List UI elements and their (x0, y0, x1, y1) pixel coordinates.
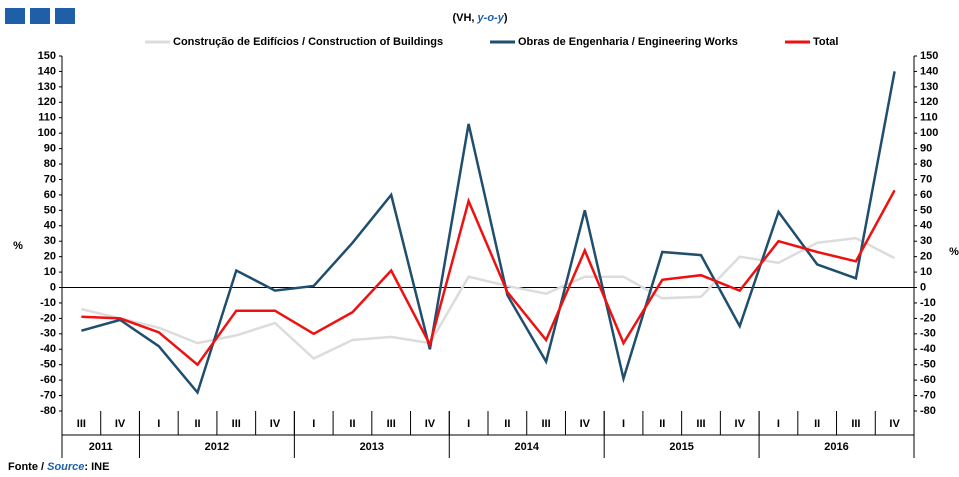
y-tick-label: 110 (38, 112, 56, 124)
x-tick-label: III (696, 418, 705, 430)
logo-block (30, 8, 50, 24)
x-tick-label: III (542, 418, 551, 430)
year-label: 2014 (514, 441, 539, 453)
logo-block (5, 8, 25, 24)
x-tick-label: III (387, 418, 396, 430)
y-tick-label: -50 (40, 359, 56, 371)
x-tick-label: III (77, 418, 86, 430)
x-tick-label: III (851, 418, 860, 430)
year-label: 2013 (360, 441, 384, 453)
x-tick-label: I (777, 418, 780, 430)
y2-tick-label: 70 (920, 173, 932, 185)
x-tick-label: IV (270, 418, 281, 430)
x-tick-label: IV (735, 418, 746, 430)
y-tick-label: 70 (44, 173, 56, 185)
legend-label: Obras de Engenharia / Engineering Works (518, 36, 738, 48)
y2-tick-label: 50 (920, 204, 932, 216)
year-label: 2011 (89, 441, 113, 453)
x-tick-label: I (312, 418, 315, 430)
legend-label: Construção de Edifícios / Construction o… (173, 36, 443, 48)
y2-tick-label: 60 (920, 189, 932, 201)
x-tick-label: II (814, 418, 820, 430)
y2-tick-label: 120 (920, 96, 938, 108)
x-tick-label: II (659, 418, 665, 430)
x-tick-label: I (157, 418, 160, 430)
y-tick-label: -70 (40, 389, 56, 401)
y2-tick-label: 40 (920, 220, 932, 232)
y-tick-label: 90 (44, 143, 56, 155)
y-tick-label: -10 (40, 297, 56, 309)
x-tick-label: III (232, 418, 241, 430)
x-tick-label: IV (889, 418, 900, 430)
y-tick-label: 0 (50, 281, 56, 293)
y-tick-label: 20 (44, 251, 56, 263)
year-label: 2016 (824, 441, 848, 453)
y-tick-label: 60 (44, 189, 56, 201)
y-tick-label: -60 (40, 374, 56, 386)
y2-tick-label: 110 (920, 112, 938, 124)
x-tick-label: II (349, 418, 355, 430)
y-tick-label: -40 (40, 343, 56, 355)
source: Fonte / Source: INE (8, 461, 109, 473)
x-tick-label: II (194, 418, 200, 430)
y2-tick-label: -70 (920, 389, 936, 401)
y-tick-label: 100 (38, 127, 56, 139)
y-tick-label: -20 (40, 312, 56, 324)
subtitle: (VH, y-o-y) (452, 12, 507, 24)
y-tick-label: -30 (40, 328, 56, 340)
source-part: Source (47, 461, 84, 473)
subtitle-part: y-o-y (477, 12, 505, 24)
y2-tick-label: 100 (920, 127, 938, 139)
series-line (81, 71, 896, 396)
y2-tick-label: 90 (920, 143, 932, 155)
y2-tick-label: 130 (920, 81, 938, 93)
y-tick-label: -80 (40, 405, 56, 417)
x-tick-label: I (467, 418, 470, 430)
y2-tick-label: -30 (920, 328, 936, 340)
y2-tick-label: 140 (920, 65, 938, 77)
y-tick-label: 80 (44, 158, 56, 170)
source-part: : INE (84, 461, 109, 473)
y-tick-label: 40 (44, 220, 56, 232)
x-tick-label: I (622, 418, 625, 430)
series-line (81, 189, 896, 367)
y2-tick-label: 10 (920, 266, 932, 278)
legend-label: Total (813, 36, 838, 48)
y2-tick-label: -80 (920, 405, 936, 417)
y-tick-label: 130 (38, 81, 56, 93)
logo-block (55, 8, 75, 24)
y2-tick-label: 80 (920, 158, 932, 170)
y-tick-label: 30 (44, 235, 56, 247)
y2-tick-label: 20 (920, 251, 932, 263)
x-tick-label: IV (580, 418, 591, 430)
x-tick-label: II (504, 418, 510, 430)
y2-tick-label: -60 (920, 374, 936, 386)
y-tick-label: 140 (38, 65, 56, 77)
y-axis-label: % (13, 240, 23, 252)
x-tick-label: IV (425, 418, 436, 430)
series-line (81, 236, 896, 360)
subtitle-part: ) (504, 12, 508, 24)
subtitle-part: (VH, (452, 12, 477, 24)
x-tick-label: IV (115, 418, 126, 430)
y2-tick-label: -10 (920, 297, 936, 309)
y2-axis-label: % (949, 246, 959, 258)
y2-tick-label: -50 (920, 359, 936, 371)
y-tick-label: 50 (44, 204, 56, 216)
y2-tick-label: -20 (920, 312, 936, 324)
y2-tick-label: -40 (920, 343, 936, 355)
y-tick-label: 120 (38, 96, 56, 108)
year-label: 2015 (669, 441, 693, 453)
y-tick-label: 10 (44, 266, 56, 278)
year-label: 2012 (205, 441, 229, 453)
y-tick-label: 150 (38, 50, 56, 62)
y2-tick-label: 0 (920, 281, 926, 293)
y2-tick-label: 150 (920, 50, 938, 62)
source-part: Fonte / (8, 461, 47, 473)
y2-tick-label: 30 (920, 235, 932, 247)
